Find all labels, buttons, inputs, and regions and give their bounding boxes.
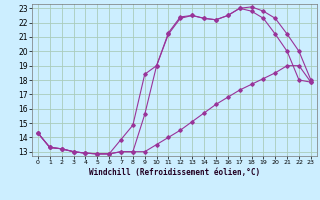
X-axis label: Windchill (Refroidissement éolien,°C): Windchill (Refroidissement éolien,°C) xyxy=(89,168,260,177)
